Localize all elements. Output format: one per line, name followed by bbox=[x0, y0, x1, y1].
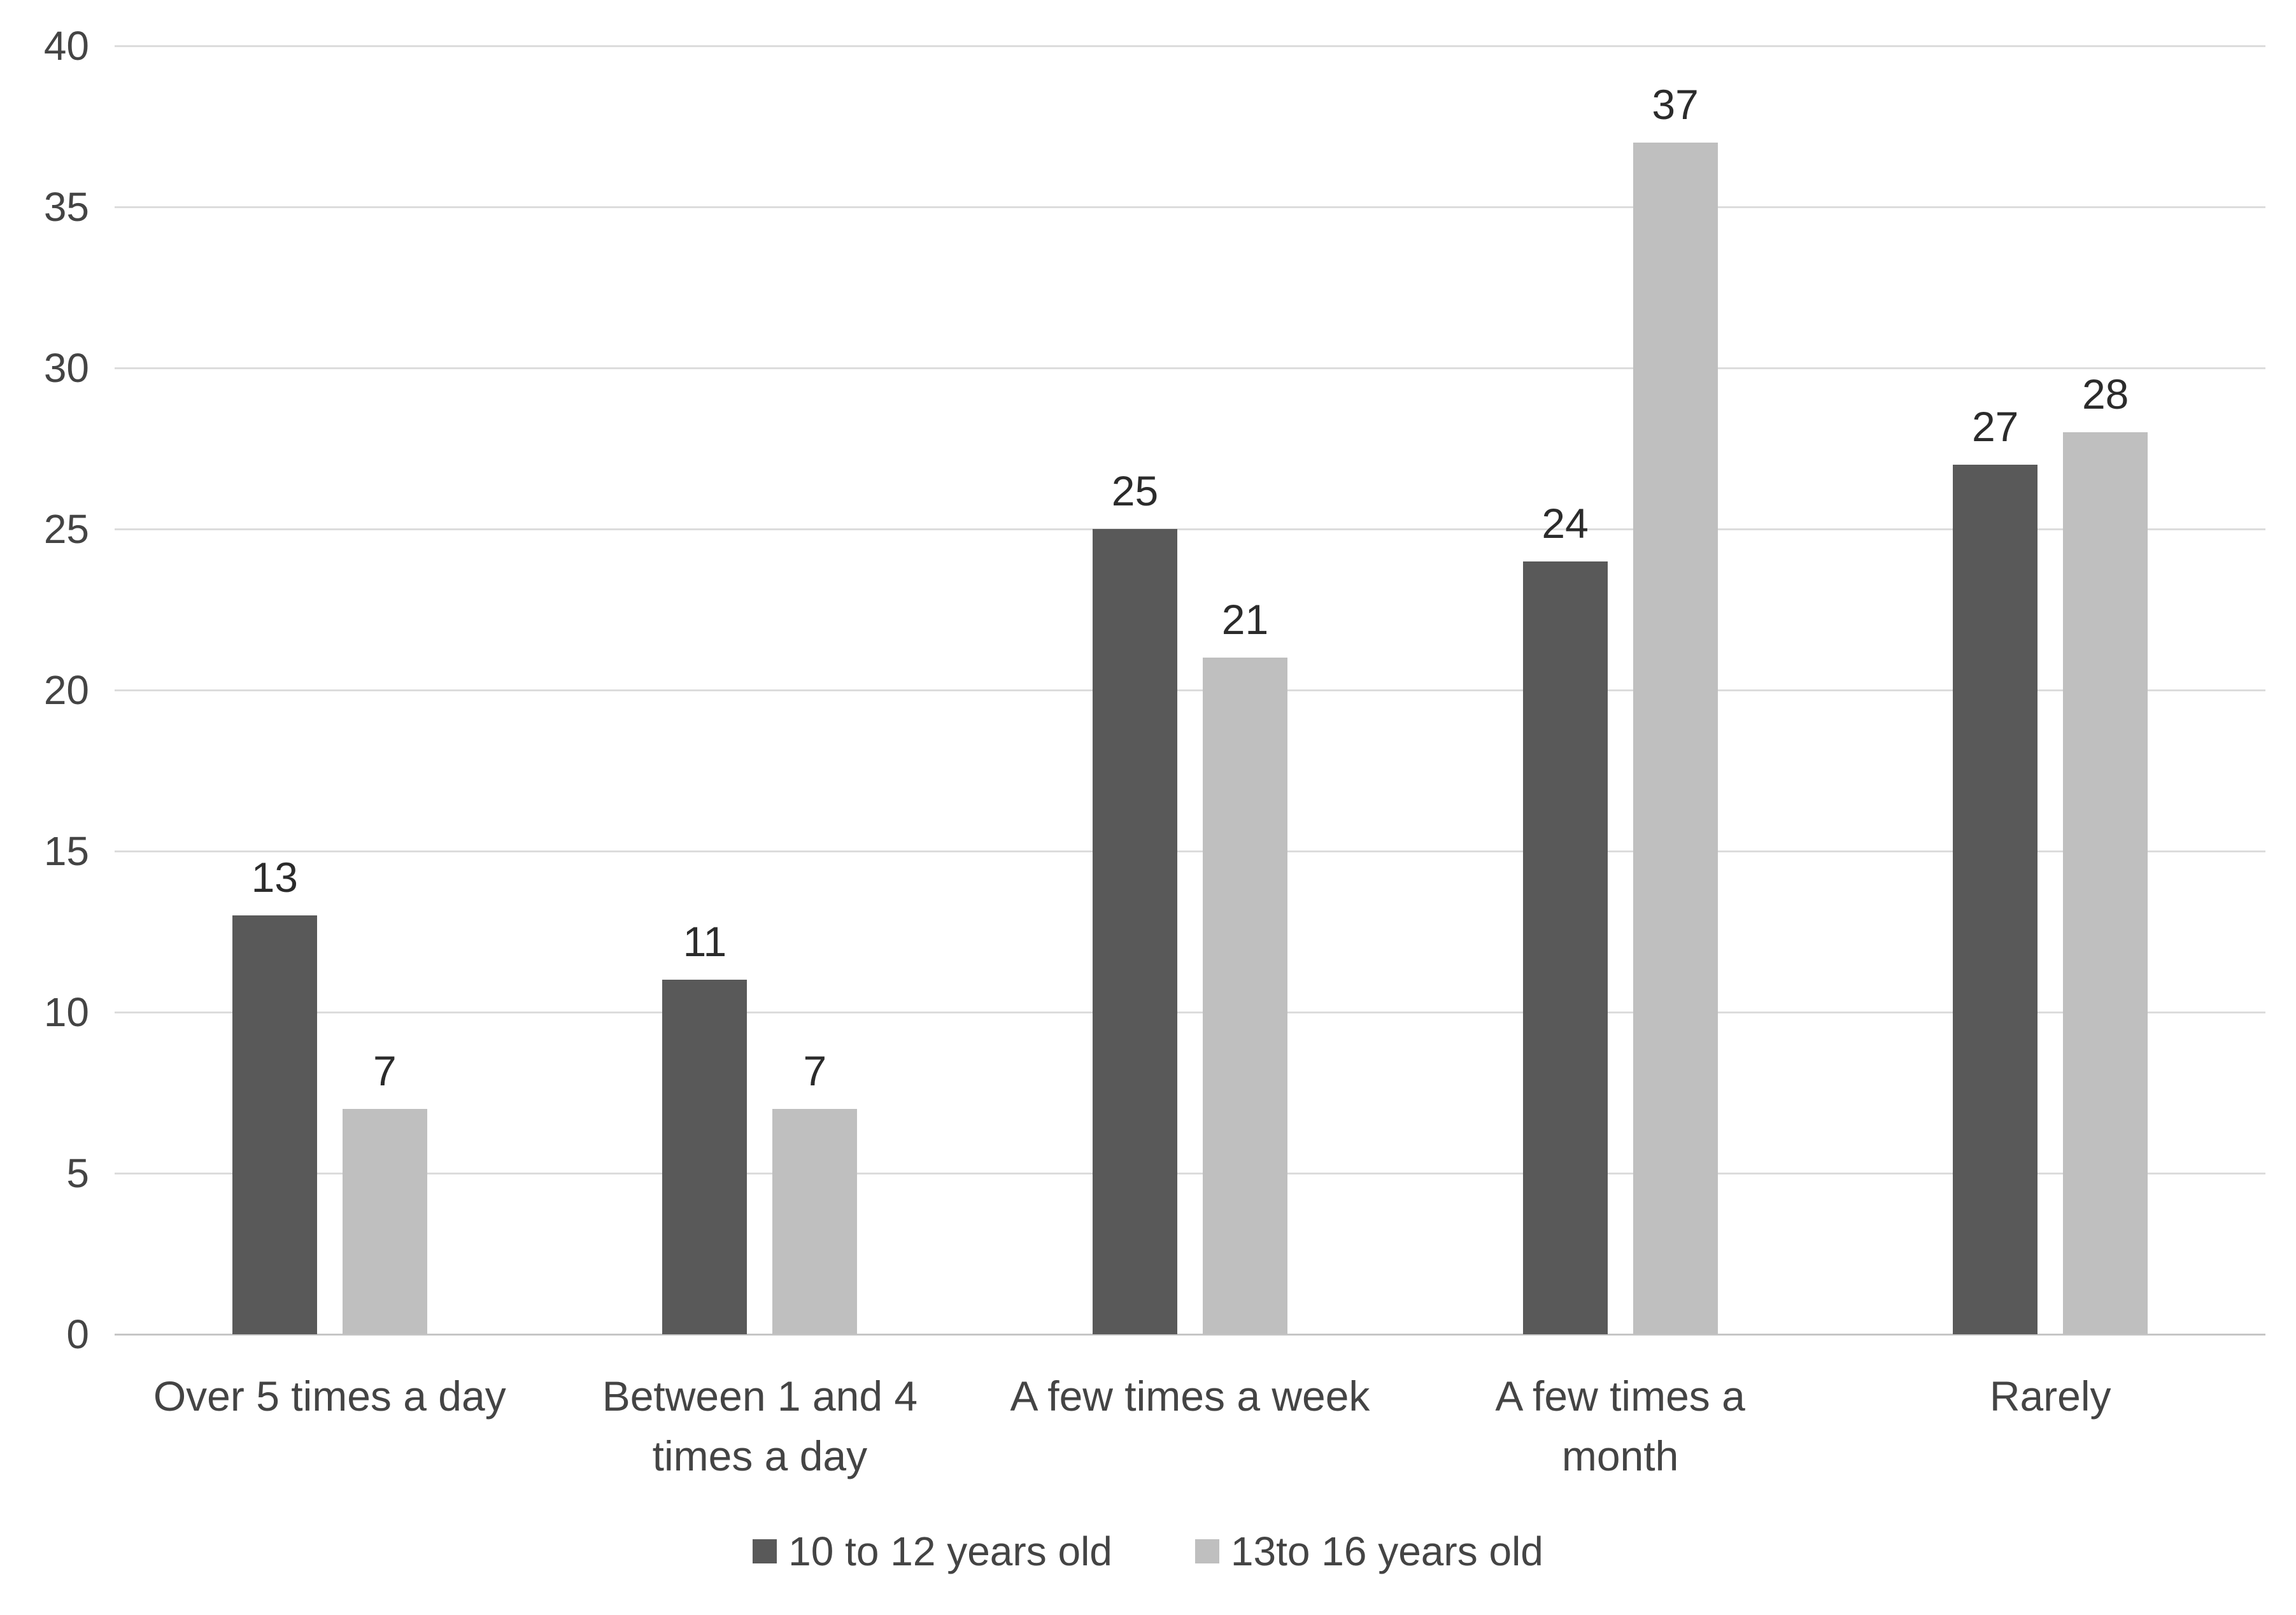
y-tick-label: 15 bbox=[43, 828, 89, 874]
bar: 13 bbox=[232, 854, 317, 1334]
legend-swatch-icon bbox=[1194, 1539, 1219, 1563]
gridline bbox=[115, 206, 2265, 208]
legend-label: 10 to 12 years old bbox=[788, 1528, 1112, 1574]
bar: 11 bbox=[662, 918, 748, 1334]
y-tick-label: 40 bbox=[43, 23, 89, 69]
bar-value-label: 7 bbox=[372, 1047, 397, 1094]
bar: 25 bbox=[1092, 467, 1177, 1334]
legend: 10 to 12 years old 13to 16 years old bbox=[0, 1528, 2296, 1575]
bar: 21 bbox=[1202, 596, 1287, 1334]
bar-value-label: 28 bbox=[2081, 370, 2129, 418]
bar-group: 25 21 bbox=[975, 46, 1405, 1334]
legend-label: 13to 16 years old bbox=[1230, 1528, 1543, 1574]
x-tick-label-line: Over 5 times a day bbox=[153, 1372, 506, 1420]
bar-value-label: 13 bbox=[251, 854, 299, 901]
bar-value-label: 7 bbox=[803, 1047, 827, 1094]
bar-value-label: 24 bbox=[1541, 499, 1589, 547]
y-tick-label: 5 bbox=[66, 1150, 89, 1196]
legend-swatch-icon bbox=[753, 1539, 777, 1563]
bar-value-label: 11 bbox=[683, 918, 727, 966]
gridline bbox=[115, 850, 2265, 852]
gridline bbox=[115, 689, 2265, 691]
gridline bbox=[115, 45, 2265, 47]
bar: 27 bbox=[1953, 403, 2038, 1334]
x-tick-label: A few times a month bbox=[1405, 1366, 1836, 1486]
x-tick-label-line: A few times a bbox=[1495, 1372, 1745, 1420]
y-tick-label: 35 bbox=[43, 184, 89, 230]
x-tick-label-line: A few times a week bbox=[1010, 1372, 1370, 1420]
y-tick-label: 0 bbox=[66, 1311, 89, 1357]
bar-groups: 13 7 11 7 25 21 24 37 27 28 bbox=[115, 46, 2265, 1334]
y-tick-label: 20 bbox=[43, 667, 89, 713]
bar-value-label: 37 bbox=[1652, 80, 1699, 128]
bar: 24 bbox=[1522, 500, 1608, 1334]
x-tick-label: Between 1 and 4 times a day bbox=[545, 1366, 975, 1486]
bar-group: 11 7 bbox=[545, 46, 975, 1334]
y-tick-label: 10 bbox=[43, 989, 89, 1035]
x-tick-label: A few times a week bbox=[975, 1366, 1405, 1486]
bar-group: 27 28 bbox=[1835, 46, 2265, 1334]
plot-area: 13 7 11 7 25 21 24 37 27 28 bbox=[115, 45, 2265, 1336]
x-tick-label: Over 5 times a day bbox=[115, 1366, 545, 1486]
bar: 7 bbox=[772, 1047, 858, 1334]
x-axis: Over 5 times a day Between 1 and 4 times a… bbox=[115, 1366, 2265, 1486]
x-tick-label-line: month bbox=[1561, 1432, 1679, 1479]
y-tick-label: 25 bbox=[43, 506, 89, 552]
x-tick-label: Rarely bbox=[1835, 1366, 2265, 1486]
x-tick-label-line: times a day bbox=[652, 1432, 868, 1479]
gridline bbox=[115, 1012, 2265, 1013]
bar-group: 24 37 bbox=[1405, 46, 1836, 1334]
bar-group: 13 7 bbox=[115, 46, 545, 1334]
gridline bbox=[115, 367, 2265, 369]
bar-value-label: 25 bbox=[1111, 467, 1159, 514]
gridline bbox=[115, 528, 2265, 530]
legend-item: 10 to 12 years old bbox=[753, 1528, 1112, 1575]
y-tick-label: 30 bbox=[43, 345, 89, 391]
legend-item: 13to 16 years old bbox=[1194, 1528, 1543, 1575]
gridline bbox=[115, 1173, 2265, 1174]
x-tick-label-line: Rarely bbox=[1989, 1372, 2111, 1420]
bar: 37 bbox=[1633, 81, 1718, 1334]
bar: 7 bbox=[342, 1047, 427, 1334]
gridline bbox=[115, 1334, 2265, 1336]
bar: 28 bbox=[2063, 370, 2148, 1334]
x-tick-label-line: Between 1 and 4 bbox=[602, 1372, 918, 1420]
bar-value-label: 27 bbox=[1971, 402, 2019, 450]
bar-value-label: 21 bbox=[1221, 596, 1269, 644]
